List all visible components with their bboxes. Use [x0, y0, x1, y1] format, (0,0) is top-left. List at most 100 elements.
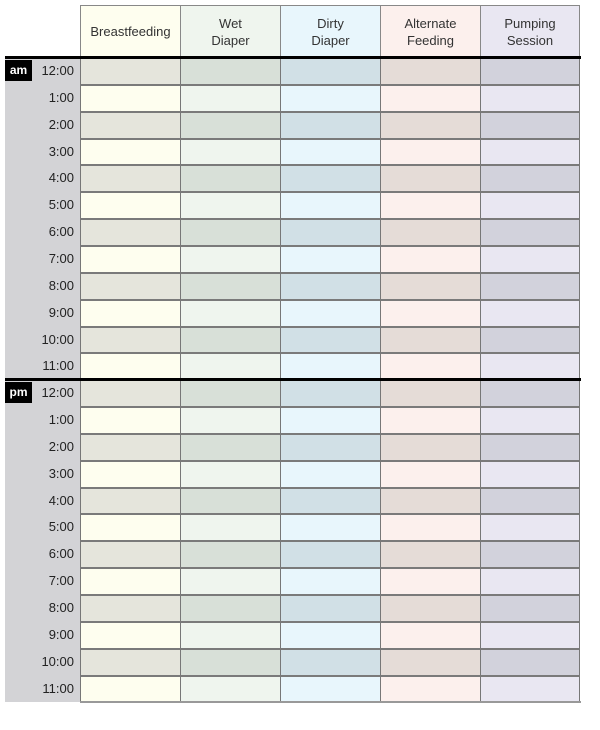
log-cell[interactable]: [80, 110, 180, 138]
log-cell[interactable]: [380, 459, 480, 487]
log-cell[interactable]: [180, 218, 280, 246]
log-cell[interactable]: [180, 57, 280, 84]
log-cell[interactable]: [280, 244, 380, 272]
log-cell[interactable]: [280, 379, 380, 407]
log-cell[interactable]: [80, 271, 180, 299]
log-cell[interactable]: [180, 244, 280, 272]
log-cell[interactable]: [180, 271, 280, 299]
log-cell[interactable]: [280, 567, 380, 595]
log-cell[interactable]: [80, 674, 180, 702]
log-cell[interactable]: [380, 57, 480, 84]
log-cell[interactable]: [280, 620, 380, 648]
log-cell[interactable]: [480, 137, 580, 165]
log-cell[interactable]: [280, 298, 380, 326]
log-cell[interactable]: [380, 406, 480, 434]
log-cell[interactable]: [80, 298, 180, 326]
log-cell[interactable]: [480, 83, 580, 111]
log-cell[interactable]: [480, 271, 580, 299]
log-cell[interactable]: [380, 486, 480, 514]
log-cell[interactable]: [80, 459, 180, 487]
log-cell[interactable]: [380, 298, 480, 326]
log-cell[interactable]: [180, 406, 280, 434]
log-cell[interactable]: [180, 540, 280, 568]
log-cell[interactable]: [480, 486, 580, 514]
log-cell[interactable]: [480, 674, 580, 702]
log-cell[interactable]: [380, 244, 480, 272]
log-cell[interactable]: [480, 352, 580, 380]
log-cell[interactable]: [80, 83, 180, 111]
log-cell[interactable]: [80, 432, 180, 460]
log-cell[interactable]: [380, 352, 480, 380]
log-cell[interactable]: [380, 271, 480, 299]
log-cell[interactable]: [380, 137, 480, 165]
log-cell[interactable]: [180, 594, 280, 621]
log-cell[interactable]: [280, 83, 380, 111]
log-cell[interactable]: [280, 191, 380, 219]
log-cell[interactable]: [280, 540, 380, 568]
log-cell[interactable]: [480, 513, 580, 541]
log-cell[interactable]: [80, 647, 180, 675]
log-cell[interactable]: [180, 298, 280, 326]
log-cell[interactable]: [480, 244, 580, 272]
log-cell[interactable]: [180, 513, 280, 541]
log-cell[interactable]: [80, 567, 180, 595]
log-cell[interactable]: [80, 137, 180, 165]
log-cell[interactable]: [180, 352, 280, 380]
log-cell[interactable]: [480, 57, 580, 84]
log-cell[interactable]: [180, 137, 280, 165]
log-cell[interactable]: [80, 325, 180, 353]
log-cell[interactable]: [280, 325, 380, 353]
log-cell[interactable]: [280, 406, 380, 434]
log-cell[interactable]: [80, 218, 180, 246]
log-cell[interactable]: [480, 191, 580, 219]
log-cell[interactable]: [480, 620, 580, 648]
log-cell[interactable]: [380, 513, 480, 541]
log-cell[interactable]: [280, 594, 380, 621]
log-cell[interactable]: [80, 620, 180, 648]
log-cell[interactable]: [80, 57, 180, 84]
log-cell[interactable]: [280, 164, 380, 192]
log-cell[interactable]: [80, 406, 180, 434]
log-cell[interactable]: [180, 486, 280, 514]
log-cell[interactable]: [280, 218, 380, 246]
log-cell[interactable]: [80, 594, 180, 621]
log-cell[interactable]: [180, 83, 280, 111]
log-cell[interactable]: [180, 379, 280, 407]
log-cell[interactable]: [380, 218, 480, 246]
log-cell[interactable]: [380, 191, 480, 219]
log-cell[interactable]: [180, 110, 280, 138]
log-cell[interactable]: [80, 191, 180, 219]
log-cell[interactable]: [180, 459, 280, 487]
log-cell[interactable]: [480, 567, 580, 595]
log-cell[interactable]: [280, 57, 380, 84]
log-cell[interactable]: [80, 244, 180, 272]
log-cell[interactable]: [380, 674, 480, 702]
log-cell[interactable]: [280, 513, 380, 541]
log-cell[interactable]: [180, 647, 280, 675]
log-cell[interactable]: [480, 432, 580, 460]
log-cell[interactable]: [180, 620, 280, 648]
log-cell[interactable]: [80, 486, 180, 514]
log-cell[interactable]: [480, 110, 580, 138]
log-cell[interactable]: [280, 432, 380, 460]
log-cell[interactable]: [480, 379, 580, 407]
log-cell[interactable]: [380, 594, 480, 621]
log-cell[interactable]: [480, 459, 580, 487]
log-cell[interactable]: [480, 540, 580, 568]
log-cell[interactable]: [280, 352, 380, 380]
log-cell[interactable]: [380, 379, 480, 407]
log-cell[interactable]: [180, 432, 280, 460]
log-cell[interactable]: [480, 647, 580, 675]
log-cell[interactable]: [280, 110, 380, 138]
log-cell[interactable]: [380, 567, 480, 595]
log-cell[interactable]: [180, 164, 280, 192]
log-cell[interactable]: [380, 540, 480, 568]
log-cell[interactable]: [480, 218, 580, 246]
log-cell[interactable]: [180, 325, 280, 353]
log-cell[interactable]: [380, 325, 480, 353]
log-cell[interactable]: [380, 110, 480, 138]
log-cell[interactable]: [280, 271, 380, 299]
log-cell[interactable]: [80, 540, 180, 568]
log-cell[interactable]: [380, 164, 480, 192]
log-cell[interactable]: [180, 674, 280, 702]
